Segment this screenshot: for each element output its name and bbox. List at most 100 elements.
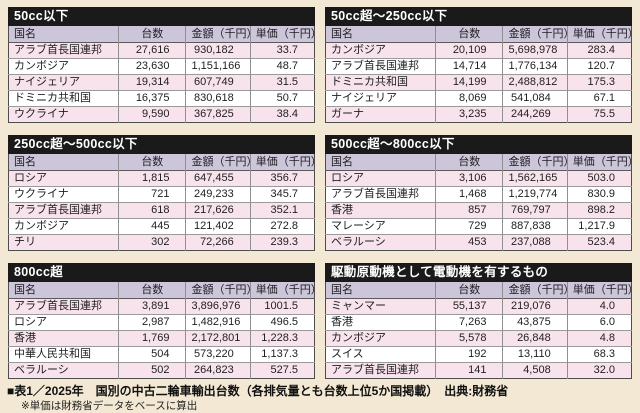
table-row: カンボジア 445 121,402 272.8 xyxy=(8,218,315,235)
data-table-2: 250cc超～500cc以下国名台数金額（千円）単価（千円）ロシア1,81564… xyxy=(8,135,315,251)
cell-units: 729 xyxy=(435,218,503,235)
table-row: ベラルーシ 502 264,823 527.5 xyxy=(8,362,315,379)
cell-country: 香港 xyxy=(325,202,436,219)
table-row: アラブ首長国連邦 3,891 3,896,976 1001.5 xyxy=(8,298,315,315)
cell-unit-price: 239.3 xyxy=(249,234,315,251)
cell-country: カンボジア xyxy=(325,42,436,59)
cell-unit-price: 345.7 xyxy=(249,186,315,203)
table-row: マレーシア 729 887,838 1,217.9 xyxy=(325,218,632,235)
cell-country: マレーシア xyxy=(325,218,436,235)
cell-amount: 1,482,916 xyxy=(185,314,251,331)
table-row: アラブ首長国連邦 14,714 1,776,134 120.7 xyxy=(325,58,632,75)
cell-units: 8,069 xyxy=(435,90,503,107)
cell-unit-price: 503.0 xyxy=(566,170,632,187)
column-header-country: 国名 xyxy=(325,282,436,299)
cell-country: アラブ首長国連邦 xyxy=(8,42,119,59)
column-header-units: 台数 xyxy=(435,282,503,299)
cell-unit-price: 75.5 xyxy=(566,106,632,123)
column-header-amount: 金額（千円） xyxy=(185,154,251,171)
cell-amount: 367,825 xyxy=(185,106,251,123)
cell-unit-price: 1,137.3 xyxy=(249,346,315,363)
cell-units: 1,815 xyxy=(118,170,186,187)
cell-unit-price: 38.4 xyxy=(249,106,315,123)
cell-amount: 264,823 xyxy=(185,362,251,379)
cell-unit-price: 33.7 xyxy=(249,42,315,59)
cell-units: 16,375 xyxy=(118,90,186,107)
table-row: カンボジア 20,109 5,698,978 283.4 xyxy=(325,42,632,59)
table-title: 800cc超 xyxy=(8,263,315,282)
data-table-4: 800cc超国名台数金額（千円）単価（千円）アラブ首長国連邦3,8913,896… xyxy=(8,263,315,379)
column-header-country: 国名 xyxy=(325,154,436,171)
cell-units: 9,590 xyxy=(118,106,186,123)
cell-unit-price: 898.2 xyxy=(566,202,632,219)
cell-units: 857 xyxy=(435,202,503,219)
table: 国名台数金額（千円）単価（千円）カンボジア20,1095,698,978283.… xyxy=(325,26,632,123)
cell-amount: 1,562,165 xyxy=(502,170,568,187)
table-row: カンボジア 5,578 26,848 4.8 xyxy=(325,330,632,347)
cell-units: 7,263 xyxy=(435,314,503,331)
table-row: 香港 7,263 43,875 6.0 xyxy=(325,314,632,331)
cell-units: 23,630 xyxy=(118,58,186,75)
cell-amount: 249,233 xyxy=(185,186,251,203)
cell-units: 3,106 xyxy=(435,170,503,187)
cell-amount: 217,626 xyxy=(185,202,251,219)
table-row: アラブ首長国連邦 618 217,626 352.1 xyxy=(8,202,315,219)
data-table-1: 50cc超～250cc以下国名台数金額（千円）単価（千円）カンボジア20,109… xyxy=(325,7,632,123)
cell-amount: 930,182 xyxy=(185,42,251,59)
cell-units: 3,891 xyxy=(118,298,186,315)
cell-country: カンボジア xyxy=(8,58,119,75)
cell-country: 香港 xyxy=(8,330,119,347)
column-header-unit-price: 単価（千円） xyxy=(566,282,632,299)
table: 国名台数金額（千円）単価（千円）ロシア1,815647,455356.7ウクライ… xyxy=(8,154,315,251)
cell-unit-price: 352.1 xyxy=(249,202,315,219)
cell-units: 2,987 xyxy=(118,314,186,331)
cell-amount: 219,076 xyxy=(502,298,568,315)
cell-unit-price: 1,228.3 xyxy=(249,330,315,347)
cell-units: 3,235 xyxy=(435,106,503,123)
cell-amount: 3,896,976 xyxy=(185,298,251,315)
cell-amount: 887,838 xyxy=(502,218,568,235)
column-header-country: 国名 xyxy=(325,26,436,43)
table: 国名台数金額（千円）単価（千円）ミャンマー55,137219,0764.0香港7… xyxy=(325,282,632,379)
table-title: 駆動原動機として電動機を有するもの xyxy=(325,263,632,282)
column-header-unit-price: 単価（千円） xyxy=(249,154,315,171)
column-header-country: 国名 xyxy=(8,282,119,299)
cell-country: ロシア xyxy=(8,170,119,187)
table-row: 中華人民共和国 504 573,220 1,137.3 xyxy=(8,346,315,363)
column-header-unit-price: 単価（千円） xyxy=(566,26,632,43)
cell-unit-price: 496.5 xyxy=(249,314,315,331)
cell-amount: 1,219,774 xyxy=(502,186,568,203)
cell-country: ガーナ xyxy=(325,106,436,123)
column-header-amount: 金額（千円） xyxy=(502,154,568,171)
cell-units: 14,199 xyxy=(435,74,503,91)
cell-amount: 1,776,134 xyxy=(502,58,568,75)
column-header-amount: 金額（千円） xyxy=(185,282,251,299)
cell-unit-price: 68.3 xyxy=(566,346,632,363)
cell-units: 5,578 xyxy=(435,330,503,347)
column-header-unit-price: 単価（千円） xyxy=(249,282,315,299)
column-header-amount: 金額（千円） xyxy=(185,26,251,43)
column-header-units: 台数 xyxy=(435,26,503,43)
cell-units: 55,137 xyxy=(435,298,503,315)
cell-amount: 72,266 xyxy=(185,234,251,251)
cell-amount: 5,698,978 xyxy=(502,42,568,59)
table-row: ロシア 1,815 647,455 356.7 xyxy=(8,170,315,187)
cell-country: ロシア xyxy=(8,314,119,331)
cell-country: ドミニカ共和国 xyxy=(325,74,436,91)
cell-unit-price: 4.0 xyxy=(566,298,632,315)
data-table-3: 500cc超～800cc以下国名台数金額（千円）単価（千円）ロシア3,1061,… xyxy=(325,135,632,251)
cell-country: ウクライナ xyxy=(8,186,119,203)
cell-country: ベラルーシ xyxy=(325,234,436,251)
cell-country: アラブ首長国連邦 xyxy=(8,298,119,315)
cell-amount: 13,110 xyxy=(502,346,568,363)
table-title: 250cc超～500cc以下 xyxy=(8,135,315,154)
table: 国名台数金額（千円）単価（千円）アラブ首長国連邦27,616930,18233.… xyxy=(8,26,315,123)
cell-unit-price: 356.7 xyxy=(249,170,315,187)
table-row: カンボジア 23,630 1,151,166 48.7 xyxy=(8,58,315,75)
table-row: ナイジェリア 19,314 607,749 31.5 xyxy=(8,74,315,91)
cell-amount: 4,508 xyxy=(502,362,568,379)
cell-units: 445 xyxy=(118,218,186,235)
table-row: ドミニカ共和国 14,199 2,488,812 175.3 xyxy=(325,74,632,91)
